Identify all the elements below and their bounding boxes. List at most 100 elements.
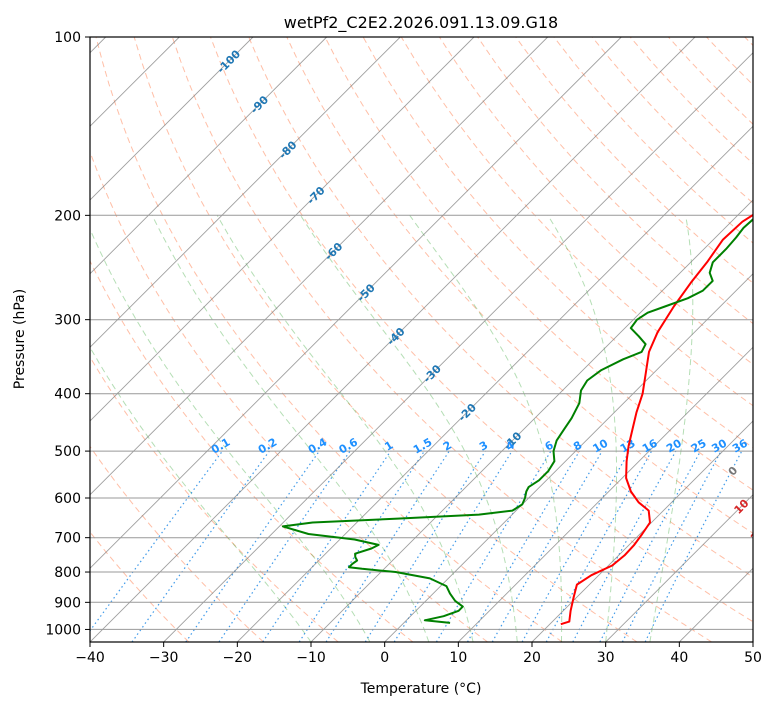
x-tick-label: 0 (380, 650, 389, 666)
isotherm-line (163, 52, 753, 642)
dry-adiabat (324, 37, 753, 491)
mixing-ratio-line (572, 450, 677, 642)
mixing-ratio-line (466, 450, 580, 642)
mixing-ratio-line (90, 450, 223, 632)
isotherm-line (90, 37, 696, 642)
mixing-ratio-line (262, 450, 392, 642)
mixing-ratio-line (185, 450, 320, 642)
chart-title: wetPf2_C2E2.2026.091.13.09.G18 (284, 13, 558, 33)
dry-adiabat (90, 531, 190, 642)
y-tick-label: 800 (54, 565, 81, 581)
moist-adiabat (300, 215, 518, 642)
isotherm-line (90, 37, 401, 348)
isotherm-line (90, 37, 475, 422)
theta-e-label: 20 (748, 524, 768, 544)
y-axis-label: Pressure (hPa) (12, 289, 28, 389)
x-tick-label: −20 (223, 650, 253, 666)
dry-adiabat (553, 37, 753, 244)
theta-e-label: 30 (764, 552, 775, 572)
mixing-ratio-line (545, 450, 653, 642)
mixing-ratio-line (325, 450, 450, 642)
isotherm-line (90, 37, 622, 569)
y-tick-label: 100 (54, 30, 81, 46)
mixing-ratio-label: 30 (709, 436, 729, 455)
mixing-ratio-line (218, 450, 351, 642)
x-tick-label: 40 (670, 650, 688, 666)
dry-adiabat (210, 37, 753, 623)
isotherm-label: -70 (304, 184, 327, 207)
dry-adiabat (438, 37, 753, 366)
temperature-trace (560, 213, 753, 626)
mixing-ratio-line (599, 450, 702, 642)
y-tick-label: 400 (54, 387, 81, 403)
mixing-ratio-label: 10 (590, 436, 610, 455)
moist-adiabat (547, 215, 617, 642)
dry-adiabat (90, 445, 264, 642)
mixing-ratio-line (435, 450, 552, 642)
isotherm-label: -50 (355, 281, 378, 304)
mixing-ratio-label: 0.2 (256, 436, 279, 457)
x-tick-label: 10 (449, 650, 467, 666)
reference-lines (90, 37, 753, 642)
dry-adiabat (171, 37, 712, 642)
y-tick-label: 300 (54, 313, 81, 329)
isotherm-label: -90 (248, 93, 271, 116)
x-tick-label: 20 (523, 650, 541, 666)
mixing-ratio-line (364, 450, 486, 642)
moist-adiabat (151, 215, 430, 642)
mixing-ratio-line (644, 450, 743, 642)
dry-adiabat (90, 150, 488, 642)
x-tick-label: −30 (149, 650, 179, 666)
isotherm-line (310, 199, 753, 642)
dry-adiabat (248, 37, 753, 578)
moist-adiabat (649, 215, 694, 642)
isotherm-line (531, 420, 753, 642)
x-axis: −40 −30 −20 −10 0 10 20 30 40 50 (75, 642, 762, 666)
isotherm-line (90, 37, 254, 201)
dry-adiabat (591, 37, 753, 204)
dry-adiabat (90, 259, 414, 642)
mixing-ratio-line (298, 450, 425, 642)
y-tick-label: 600 (54, 491, 81, 507)
dry-adiabat (477, 37, 753, 325)
dry-adiabat (95, 37, 563, 642)
dry-adiabat (744, 37, 753, 47)
isotherm-label: -60 (322, 240, 345, 263)
isotherm-line (457, 346, 753, 642)
isotherm-label: -80 (276, 138, 299, 161)
isotherm-label: -100 (215, 47, 244, 76)
isotherm-line (678, 567, 753, 642)
mixing-ratio-label: 1.5 (411, 436, 434, 457)
isotherm-line (384, 273, 753, 642)
x-tick-label: −40 (75, 650, 105, 666)
isotherm-line (90, 37, 328, 275)
pressure-grid (90, 37, 753, 630)
x-tick-label: 30 (597, 650, 615, 666)
isotherm-line (752, 641, 753, 642)
x-tick-label: 50 (744, 650, 762, 666)
y-tick-label: 1000 (45, 622, 81, 638)
dry-adiabat (286, 37, 753, 534)
dry-adiabat (668, 37, 753, 125)
isotherm-line (90, 37, 549, 496)
mixing-ratio-label: 0.4 (306, 435, 330, 456)
mixing-ratio-line (131, 450, 270, 642)
mixing-ratio-label: 25 (689, 437, 709, 456)
dry-adiabat (90, 356, 339, 642)
isotherm-line (236, 125, 753, 642)
x-tick-label: −10 (296, 650, 326, 666)
y-tick-label: 900 (54, 595, 81, 611)
moist-adiabat (90, 346, 312, 642)
dry-adiabat (133, 37, 638, 642)
moist-adiabat (409, 215, 563, 642)
mixing-ratio-label: 36 (730, 436, 750, 455)
mixing-ratio-label: 16 (640, 436, 660, 455)
isotherm-line (605, 494, 753, 642)
mixing-ratio-label: 0.6 (337, 435, 361, 456)
isotherm-label: -20 (456, 401, 479, 424)
y-tick-label: 200 (54, 208, 81, 224)
mixing-ratio-label: 0.1 (209, 436, 232, 457)
dry-adiabat (706, 37, 753, 86)
x-axis-label: Temperature (°C) (360, 681, 482, 697)
